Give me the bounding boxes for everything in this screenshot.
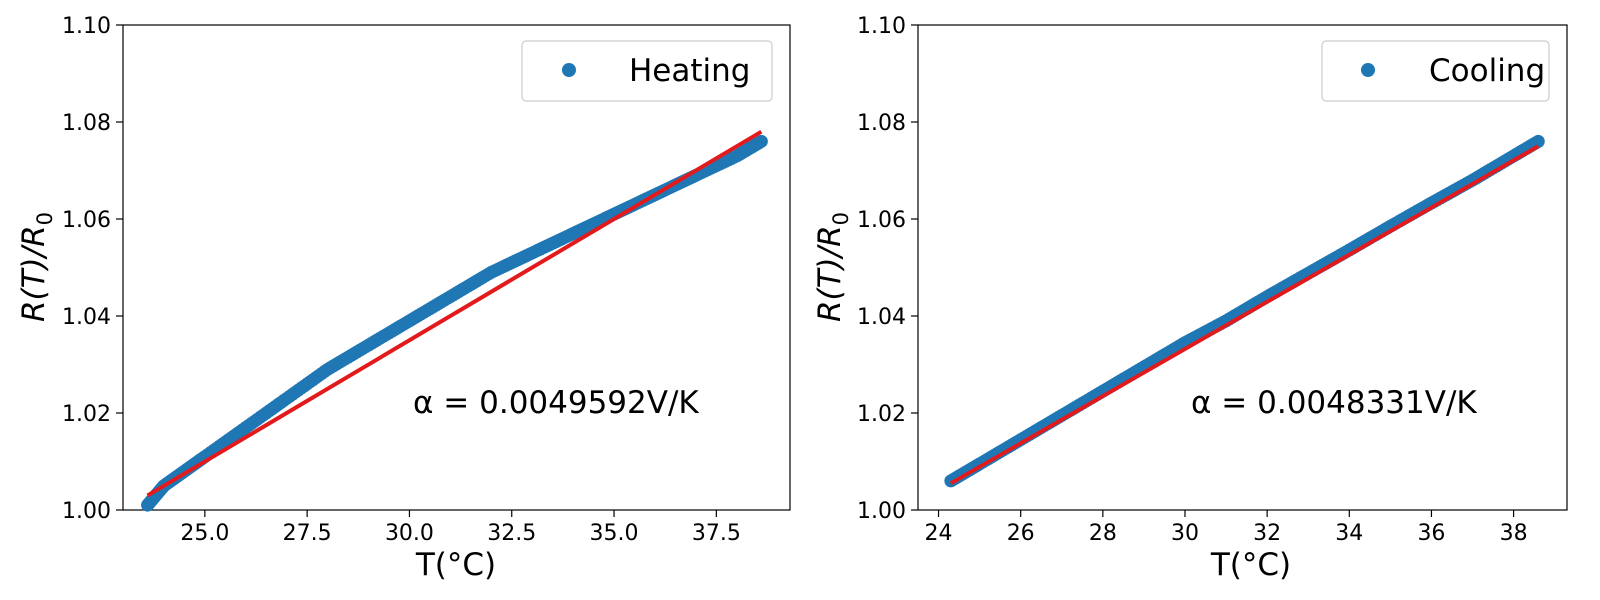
- heating-fit-line: [146, 129, 763, 498]
- cooling-panel: 24 26 28 30 32 34 36 38 1.00 1.02 1.04 1.06 1.08 1.1…: [812, 14, 1568, 583]
- heating-y-tick-label: 1.00: [62, 499, 111, 524]
- cooling-x-axis-label: T(°C): [1210, 547, 1291, 583]
- cooling-x-tick-label: 32: [1253, 521, 1281, 546]
- cooling-x-tick-label: 28: [1089, 521, 1117, 546]
- heating-y-label-sub: 0: [33, 212, 57, 225]
- cooling-marks: [944, 134, 1545, 488]
- cooling-y-tick-label: 1.04: [857, 305, 906, 330]
- cooling-x-tick-label: 34: [1335, 521, 1363, 546]
- cooling-y-tick-label: 1.00: [857, 499, 906, 524]
- heating-marks: [141, 129, 768, 512]
- heating-x-axis-label: T(°C): [415, 547, 496, 583]
- cooling-y-label-main: R(T)/R: [812, 225, 848, 322]
- cooling-y-ticks: 1.00 1.02 1.04 1.06 1.08 1.10: [857, 14, 918, 524]
- cooling-x-tick-label: 26: [1007, 521, 1035, 546]
- heating-y-tick-label: 1.10: [62, 14, 111, 39]
- heating-plot-frame: [122, 24, 791, 511]
- heating-alpha-annotation: α = 0.0049592V/K: [413, 385, 699, 421]
- cooling-alpha-annotation: α = 0.0048331V/K: [1191, 385, 1477, 421]
- heating-legend: Heating: [521, 40, 773, 102]
- heating-x-tick-label: 32.5: [487, 521, 536, 546]
- heating-y-axis-label: R(T)/R0: [16, 212, 57, 322]
- cooling-legend-label: Cooling: [1429, 53, 1545, 89]
- heating-legend-box: [521, 40, 773, 102]
- heating-data-point: [754, 134, 768, 148]
- cooling-x-tick-label: 36: [1417, 521, 1445, 546]
- cooling-data-point: [1531, 134, 1545, 148]
- heating-y-tick-label: 1.04: [62, 305, 111, 330]
- cooling-legend-marker: [1361, 63, 1375, 77]
- cooling-y-tick-label: 1.02: [857, 402, 906, 427]
- heating-x-tick-label: 37.5: [692, 521, 741, 546]
- heating-x-tick-label: 27.5: [283, 521, 332, 546]
- cooling-x-tick-label: 38: [1500, 521, 1528, 546]
- cooling-x-ticks: 24 26 28 30 32 34 36 38: [925, 510, 1528, 546]
- cooling-legend-box: [1321, 40, 1550, 102]
- heating-y-tick-label: 1.08: [62, 111, 111, 136]
- heating-x-tick-label: 25.0: [180, 521, 229, 546]
- heating-x-ticks: 25.0 27.5 30.0 32.5 35.0 37.5: [180, 510, 741, 546]
- heating-y-tick-label: 1.02: [62, 402, 111, 427]
- cooling-x-tick-label: 24: [925, 521, 953, 546]
- cooling-y-tick-label: 1.08: [857, 111, 906, 136]
- cooling-fit-line: [949, 144, 1540, 486]
- cooling-y-label-sub: 0: [829, 212, 853, 225]
- heating-y-ticks: 1.00 1.02 1.04 1.06 1.08 1.10: [62, 14, 123, 524]
- cooling-y-tick-label: 1.10: [857, 14, 906, 39]
- cooling-x-tick-label: 30: [1171, 521, 1199, 546]
- cooling-legend: Cooling: [1321, 40, 1550, 102]
- heating-panel: 25.0 27.5 30.0 32.5 35.0 37.5 1.001.021.041.0…: [16, 14, 791, 583]
- heating-legend-label: Heating: [629, 53, 750, 89]
- heating-x-tick-label: 30.0: [385, 521, 434, 546]
- heating-y-tick-label: 1.06: [62, 208, 111, 233]
- cooling-y-tick-label: 1.06: [857, 208, 906, 233]
- cooling-y-axis-label: R(T)/R0: [812, 212, 853, 322]
- heating-legend-marker: [562, 63, 576, 77]
- heating-y-label-main: R(T)/R: [16, 225, 52, 322]
- cooling-plot-frame: [917, 24, 1568, 511]
- heating-x-tick-label: 35.0: [590, 521, 639, 546]
